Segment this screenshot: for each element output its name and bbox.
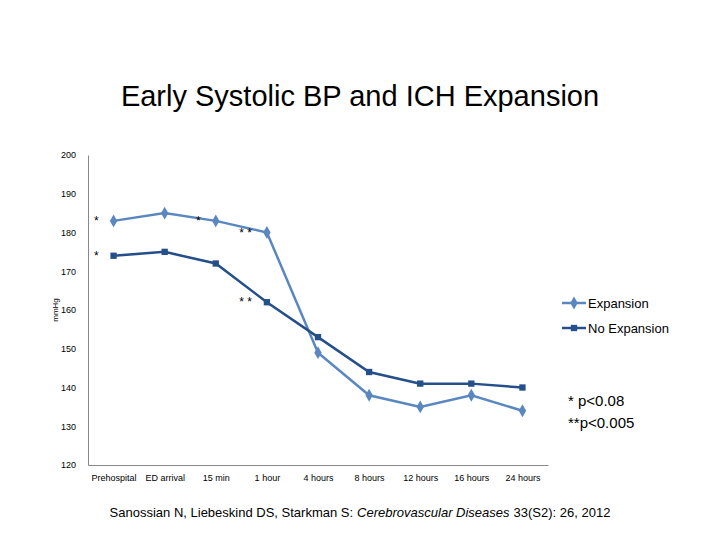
- y-tick: 190: [61, 189, 88, 199]
- marker: [162, 249, 168, 255]
- annotation: *: [196, 214, 201, 228]
- marker: [264, 299, 270, 305]
- y-tick-label: 160: [61, 305, 76, 315]
- source-journal: Cerebrovascular Diseases: [357, 505, 510, 520]
- x-tick-label: ED arrival: [145, 473, 185, 483]
- x-tick-label: 16 hours: [454, 473, 490, 483]
- y-axis: 120 130 140 150 160 170 180 190 200: [61, 150, 89, 470]
- x-axis-line: [89, 465, 549, 466]
- annotation: *: [94, 249, 99, 263]
- y-tick-label: 170: [61, 267, 76, 277]
- x-tick-label: 15 min: [203, 473, 230, 483]
- legend: Expansion No Expansion: [562, 296, 669, 336]
- x-tick: Prehospital: [92, 465, 137, 483]
- series-line: [114, 252, 523, 388]
- y-tick-label: 130: [61, 422, 76, 432]
- legend-label: No Expansion: [588, 321, 669, 336]
- legend-item: No Expansion: [562, 321, 669, 336]
- x-tick: 4 hours: [303, 465, 334, 483]
- marker: [315, 334, 321, 340]
- marker: [417, 400, 424, 413]
- marker: [212, 214, 219, 227]
- y-tick-label: 150: [61, 344, 76, 354]
- marker: [519, 404, 526, 417]
- x-tick: 8 hours: [355, 465, 386, 483]
- source: Sanossian N, Liebeskind DS, Starkman S:C…: [110, 505, 611, 520]
- marker: [417, 380, 423, 386]
- x-tick: 24 hours: [505, 465, 541, 483]
- y-tick-label: 140: [61, 383, 76, 393]
- marker: [468, 389, 475, 402]
- y-tick-label: 190: [61, 189, 76, 199]
- marker: [468, 380, 474, 386]
- plot-area: [110, 207, 526, 418]
- x-tick-label: 8 hours: [355, 473, 386, 483]
- source-authors: Sanossian N, Liebeskind DS, Starkman S:: [110, 505, 354, 520]
- marker: [110, 253, 116, 259]
- note: **p<0.005: [568, 414, 634, 431]
- note: * p<0.08: [568, 392, 624, 409]
- marker: [110, 214, 117, 227]
- annotation: *: [94, 214, 99, 228]
- chart: Early Systolic BP and ICH Expansion 120 13…: [0, 0, 720, 540]
- y-tick: 130: [61, 422, 88, 432]
- x-tick: 15 min: [203, 465, 230, 483]
- source-details: 33(S2): 26, 2012: [514, 505, 611, 520]
- y-tick: 120: [61, 460, 88, 470]
- marker: [263, 226, 270, 239]
- y-tick-label: 200: [61, 150, 76, 160]
- y-tick: 160: [61, 305, 88, 315]
- marker: [366, 369, 372, 375]
- y-tick-label: 120: [61, 460, 76, 470]
- x-tick-label: 12 hours: [403, 473, 439, 483]
- y-tick: 180: [61, 228, 88, 238]
- marker: [365, 389, 372, 402]
- annotation: * *: [239, 295, 252, 309]
- y-axis-line: [88, 156, 89, 466]
- title: Early Systolic BP and ICH Expansion: [121, 80, 599, 112]
- legend-label: Expansion: [588, 296, 649, 311]
- y-tick: 200: [61, 150, 88, 160]
- marker: [213, 260, 219, 266]
- x-tick: 1 hour: [255, 465, 281, 483]
- x-axis: Prehospital ED arrival 15 min 1 hour 4 hours…: [89, 465, 549, 483]
- x-tick-label: 24 hours: [505, 473, 541, 483]
- y-tick: 150: [61, 344, 88, 354]
- legend-marker: [570, 297, 577, 310]
- x-tick-label: Prehospital: [92, 473, 137, 483]
- x-tick: ED arrival: [145, 465, 185, 483]
- x-tick-label: 1 hour: [255, 473, 281, 483]
- marker: [314, 346, 321, 359]
- y-axis-title: mmHg: [51, 298, 60, 322]
- annotation: * *: [239, 226, 252, 240]
- y-tick: 170: [61, 267, 88, 277]
- x-tick-label: 4 hours: [303, 473, 334, 483]
- legend-marker: [571, 325, 577, 331]
- marker: [161, 207, 168, 220]
- marker: [519, 384, 525, 390]
- legend-item: Expansion: [562, 296, 649, 311]
- y-tick-label: 180: [61, 228, 76, 238]
- x-tick: 12 hours: [403, 465, 439, 483]
- series-line: [114, 213, 523, 411]
- y-tick: 140: [61, 383, 88, 393]
- x-tick: 16 hours: [454, 465, 490, 483]
